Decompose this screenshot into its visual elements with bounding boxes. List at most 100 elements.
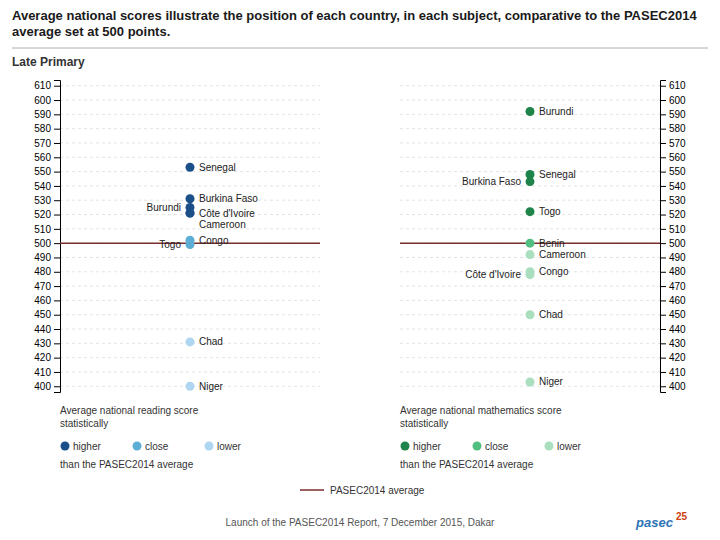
tick-label: 420 [669,352,686,363]
point-label: Burkina Faso [199,193,258,204]
grid-line [60,314,320,315]
dot [186,194,195,203]
tick-mark [660,129,666,130]
legend-marker [545,442,554,451]
tick-mark [660,172,666,173]
tick: 580 [34,123,60,134]
point-label: Senegal [539,169,576,180]
tick-mark [660,372,666,373]
grid-line [60,357,320,358]
legend: Average national mathematics scorestatis… [400,405,582,470]
tick: 460 [660,295,686,306]
tick-label: 570 [669,138,686,149]
dot [526,377,535,386]
legend: Average national reading scorestatistica… [60,405,242,470]
tick-label: 400 [34,381,51,392]
tick-mark [54,186,60,187]
tick-label: 490 [669,252,686,263]
tick-label: 450 [34,309,51,320]
tick-mark [54,86,60,87]
dot [186,240,195,249]
tick: 510 [660,224,686,235]
y-axis: 4004104204304404504604704804905005105205… [34,80,60,392]
tick-mark [54,315,60,316]
tick-mark [660,186,666,187]
grid-line [60,85,320,86]
tick-mark [54,286,60,287]
tick: 430 [34,338,60,349]
y-axis: 4004104204304404504604704804905005105205… [660,80,686,392]
tick-label: 450 [669,309,686,320]
tick-label: 550 [34,166,51,177]
tick: 610 [660,80,686,91]
legend-line [300,489,324,491]
tick: 470 [660,281,686,292]
legend-label: close [145,441,169,452]
tick-mark [54,114,60,115]
point-labels: BurundiSenegalBurkina FasoTogoBeninCamer… [462,106,586,387]
tick: 420 [660,352,686,363]
tick-label: 470 [34,281,51,292]
logo-text: pasec [635,515,674,530]
tick-label: 410 [669,367,686,378]
tick: 510 [34,224,60,235]
point-label: Senegal [199,162,236,173]
tick: 540 [34,181,60,192]
tick: 480 [660,266,686,277]
tick: 440 [660,324,686,335]
tick: 600 [660,95,686,106]
legend-label: lower [217,441,242,452]
grid-line [60,128,320,129]
grid-line [400,329,660,330]
tick-label: 580 [669,123,686,134]
point-label: Chad [199,336,223,347]
point-label: Benin [539,238,565,249]
point-label: Chad [539,309,563,320]
separator [12,48,708,49]
axis-domain [661,81,667,393]
panel: 4004104204304404504604704804905005105205… [400,80,686,392]
grid-line [60,371,320,372]
tick-mark [660,300,666,301]
panel: 4004104204304404504604704804905005105205… [34,80,320,392]
tick-label: 460 [34,295,51,306]
tick-label: 420 [34,352,51,363]
dot [526,250,535,259]
tick: 470 [34,281,60,292]
point-label: Niger [199,381,224,392]
tick: 590 [34,109,60,120]
point-label: Burkina Faso [462,176,521,187]
tick-label: 550 [669,166,686,177]
tick-mark [660,257,666,258]
legend-label: PASEC2014 average [330,485,425,496]
tick-mark [660,200,666,201]
grid-line [400,157,660,158]
tick: 570 [660,138,686,149]
tick-mark [660,157,666,158]
legend-note: than the PASEC2014 average [60,459,194,470]
tick-mark [54,257,60,258]
tick-mark [54,215,60,216]
tick-label: 480 [34,266,51,277]
tick: 560 [34,152,60,163]
tick: 410 [660,367,686,378]
tick-mark [660,215,666,216]
tick-mark [54,243,60,244]
tick-mark [54,172,60,173]
subtitle: Late Primary [12,55,85,69]
grid-line [400,357,660,358]
tick: 520 [660,209,686,220]
tick-mark [54,372,60,373]
tick-label: 410 [34,367,51,378]
grid-line [400,343,660,344]
tick-label: 530 [669,195,686,206]
tick-label: 610 [34,80,51,91]
grid-line [60,286,320,287]
point-label: Burundi [539,106,573,117]
tick-label: 570 [34,138,51,149]
chart-root: Average national scores illustrate the p… [0,0,720,540]
grid-line [60,185,320,186]
grid [400,86,660,387]
dot [526,177,535,186]
grid-line [400,371,660,372]
